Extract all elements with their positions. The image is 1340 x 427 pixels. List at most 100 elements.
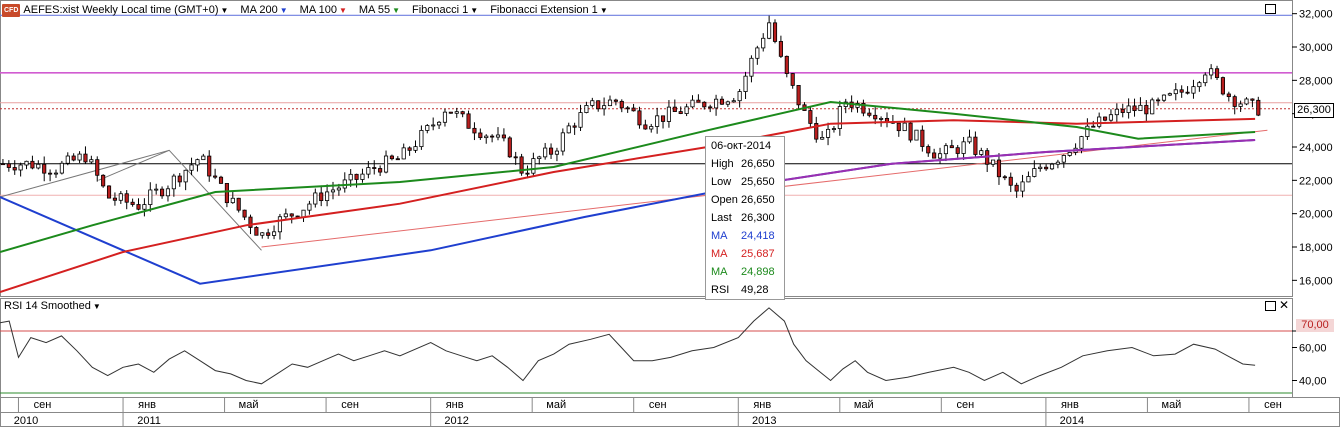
- candle-body: [1061, 155, 1066, 163]
- candle-body: [177, 175, 182, 183]
- year-label: 2014: [1060, 415, 1084, 427]
- candle-body: [165, 188, 171, 197]
- rsi-panel-selector[interactable]: RSI 14 Smoothed ▼: [4, 300, 101, 312]
- price-tick-label: 30,000: [1299, 42, 1333, 54]
- rsi-tick-label: 40,00: [1299, 376, 1327, 388]
- candle-body: [1167, 93, 1172, 96]
- candle-body: [820, 136, 825, 140]
- indicator-ma100[interactable]: MA 100 ▼: [300, 4, 347, 16]
- maximize-panel-button[interactable]: [1265, 4, 1276, 14]
- candle-body: [42, 163, 47, 174]
- year-label: 2010: [14, 415, 38, 427]
- candle-body: [649, 126, 654, 130]
- tooltip-row: MA 24,898: [706, 263, 784, 281]
- candle-body: [148, 189, 153, 205]
- indicator-ma55[interactable]: MA 55 ▼: [359, 4, 400, 16]
- symbol-label: AEFES:xist Weekly Local time (GMT+0): [23, 4, 219, 16]
- candle-body: [1191, 86, 1196, 94]
- close-icon[interactable]: ✕: [1279, 298, 1290, 312]
- candle-body: [413, 146, 418, 151]
- candle-body: [607, 99, 613, 107]
- candle-body: [548, 147, 554, 155]
- candle-body: [218, 176, 224, 184]
- month-label: янв: [446, 399, 464, 411]
- tooltip-key: Low: [711, 176, 732, 188]
- fib-extension-line: [0, 149, 170, 198]
- candle-body: [519, 156, 524, 174]
- candle-body: [260, 232, 265, 236]
- candle-body: [0, 163, 6, 166]
- candle-body: [136, 204, 141, 210]
- candle-body: [1220, 77, 1225, 95]
- candle-body: [572, 125, 577, 128]
- candle-body: [979, 150, 984, 155]
- candle-body: [525, 172, 530, 175]
- candle-body: [30, 160, 35, 169]
- candle-body: [183, 169, 188, 183]
- candle-body: [24, 160, 29, 166]
- month-label: май: [1162, 399, 1182, 411]
- candle-body: [772, 22, 778, 42]
- candle-body: [690, 99, 695, 108]
- rsi-line: [0, 307, 1256, 385]
- candle-body: [1085, 125, 1090, 137]
- candle-body: [725, 101, 730, 105]
- candle-body: [1138, 104, 1143, 112]
- indicator-label: Fibonacci 1: [412, 4, 469, 16]
- candle-body: [1179, 89, 1184, 93]
- indicator-ma200[interactable]: MA 200 ▼: [240, 4, 287, 16]
- candle-body: [1097, 116, 1102, 127]
- price-tick-label: 18,000: [1299, 242, 1333, 254]
- year-label: 2013: [752, 415, 776, 427]
- month-label: сен: [1264, 399, 1282, 411]
- candle-body: [124, 193, 129, 203]
- month-label: янв: [1061, 399, 1079, 411]
- indicator-label: MA 200: [240, 4, 278, 16]
- candle-body: [743, 75, 748, 92]
- tooltip-value: 25,650: [741, 176, 775, 188]
- candle-body: [702, 101, 707, 108]
- candle-body: [289, 213, 294, 217]
- month-label: май: [854, 399, 874, 411]
- candle-body: [619, 100, 624, 109]
- last-price-tag: 26,300: [1294, 103, 1334, 118]
- candle-body: [560, 132, 565, 152]
- candle-body: [1038, 166, 1043, 169]
- candle-body: [920, 129, 925, 147]
- candle-body: [383, 155, 389, 173]
- candle-body: [18, 164, 23, 171]
- candle-body: [195, 159, 200, 166]
- candle-body: [507, 137, 512, 158]
- candle-body: [437, 121, 442, 126]
- indicator-fibonacci-extension[interactable]: Fibonacci Extension 1 ▼: [490, 4, 608, 16]
- candle-body: [566, 125, 571, 134]
- candle-body: [949, 145, 954, 149]
- candle-body: [1238, 103, 1243, 107]
- candle-body: [130, 201, 135, 205]
- candle-body: [1173, 89, 1178, 95]
- candle-body: [248, 216, 253, 228]
- candle-body: [867, 112, 872, 116]
- candle-body: [1161, 94, 1167, 101]
- tooltip-row: MA 25,687: [706, 245, 784, 263]
- candle-body: [230, 197, 235, 204]
- chart-toolbar: CFD AEFES:xist Weekly Local time (GMT+0)…: [0, 2, 620, 18]
- candle-body: [12, 167, 17, 171]
- tooltip-value: 26,650: [741, 194, 775, 206]
- candle-body: [955, 147, 960, 154]
- candle-body: [932, 152, 937, 159]
- candle-body: [213, 175, 218, 178]
- candle-body: [1020, 181, 1025, 192]
- symbol-selector[interactable]: AEFES:xist Weekly Local time (GMT+0) ▼: [23, 4, 228, 16]
- candle-body: [307, 203, 312, 211]
- candle-body: [478, 132, 483, 139]
- indicator-fibonacci[interactable]: Fibonacci 1 ▼: [412, 4, 478, 16]
- month-label: сен: [956, 399, 974, 411]
- candle-body: [973, 136, 978, 155]
- candle-body: [484, 135, 489, 139]
- maximize-rsi-panel-button[interactable]: [1265, 301, 1276, 311]
- rsi-panel-label: RSI 14 Smoothed: [4, 300, 91, 312]
- candle-body: [101, 174, 106, 187]
- candle-body: [1185, 91, 1190, 94]
